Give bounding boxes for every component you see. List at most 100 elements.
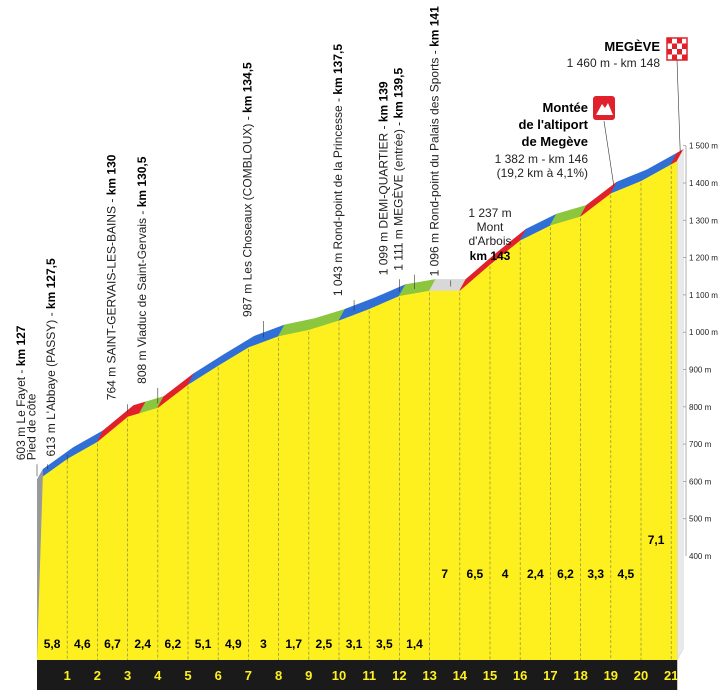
km-label: 4 bbox=[154, 668, 162, 683]
waypoint-label: 1 099 m DEMI-QUARTIER - km 139 bbox=[376, 81, 390, 275]
altitude-tick-label: 700 m bbox=[689, 440, 712, 449]
altitude-tick-label: 400 m bbox=[689, 552, 712, 561]
gradient-label: 3,3 bbox=[587, 567, 604, 581]
waypoint-label: 987 m Les Choseaux (COMBLOUX) - km 134,5 bbox=[241, 62, 255, 317]
km-label: 12 bbox=[392, 668, 406, 683]
flag-check bbox=[682, 54, 687, 60]
km-label: 13 bbox=[422, 668, 436, 683]
altiport-gradient: (19,2 km à 4,1%) bbox=[497, 166, 588, 180]
profile-left-edge bbox=[37, 469, 43, 660]
waypoint-label: 613 m L'Abbaye (PASSY) - km 127,5 bbox=[44, 258, 58, 457]
altitude-tick-label: 1 500 m bbox=[689, 142, 718, 151]
gradient-label: 3 bbox=[260, 637, 267, 651]
waypoint-km: km 139,5 bbox=[392, 67, 406, 118]
km-labels: 1 2 3 4 5 6 7 8 9 10 11 12 13 14 15 16 17 18 19 20 21 bbox=[64, 668, 679, 683]
km-label: 1 bbox=[64, 668, 71, 683]
arbois-line2: Mont bbox=[477, 220, 504, 234]
altitude-tick-label: 900 m bbox=[689, 366, 712, 375]
flag-check bbox=[672, 43, 677, 49]
waypoint-label: 1 096 m Rond-point du Palais des Sports … bbox=[428, 6, 442, 276]
altitude-tick-label: 1 000 m bbox=[689, 328, 718, 337]
waypoint-name: 808 m Viaduc de Saint-Gervais - bbox=[135, 207, 149, 384]
altitude-tick-label: 600 m bbox=[689, 477, 712, 486]
gradient-label: 6,2 bbox=[557, 567, 574, 581]
km-label: 21 bbox=[664, 668, 678, 683]
gradient-label: 2,4 bbox=[134, 637, 151, 651]
gradient-label: 4,6 bbox=[74, 637, 91, 651]
km-label: 19 bbox=[604, 668, 618, 683]
km-label: 6 bbox=[215, 668, 222, 683]
waypoint-label: 764 m SAINT-GERVAIS-LES-BAINS - km 130 bbox=[105, 154, 119, 400]
gradient-label: 6,7 bbox=[104, 637, 121, 651]
flag-check bbox=[667, 49, 672, 55]
gradient-label: 3,1 bbox=[346, 637, 363, 651]
altitude-tick-label: 1 300 m bbox=[689, 216, 718, 225]
km-label: 2 bbox=[94, 668, 101, 683]
gradient-label: 7 bbox=[441, 567, 448, 581]
km-label: 10 bbox=[332, 668, 346, 683]
profile-ridge-group bbox=[36, 148, 684, 661]
waypoint-label: Pied de côte bbox=[25, 393, 39, 460]
altitude-tick-label: 1 200 m bbox=[689, 254, 718, 263]
waypoint-label: 603 m Le Fayet - km 127 bbox=[14, 325, 28, 460]
waypoint-km: km 134,5 bbox=[241, 62, 255, 113]
altiport-title-1: Montée bbox=[543, 100, 589, 115]
gradient-label: 5,1 bbox=[195, 637, 212, 651]
km-label: 9 bbox=[305, 668, 312, 683]
km-label: 18 bbox=[573, 668, 587, 683]
gradient-label: 7,1 bbox=[648, 533, 665, 547]
waypoint-km: km 130 bbox=[105, 154, 119, 195]
waypoint-name: 1 111 m MEGÈVE (entrée) - bbox=[391, 119, 406, 271]
waypoint-label: 1 043 m Rond-point de la Princesse - km … bbox=[331, 44, 345, 296]
gradient-labels: 5,8 4,6 6,7 2,4 6,2 5,1 4,9 3 1,7 2,5 3,1 3,5 1,4 7 6,… bbox=[44, 533, 665, 651]
mountain-icon bbox=[596, 103, 613, 115]
waypoint-km: km 127 bbox=[14, 325, 28, 366]
waypoint-name: 613 m L'Abbaye (PASSY) - bbox=[44, 309, 58, 456]
flag-check bbox=[667, 38, 672, 44]
gradient-label: 3,5 bbox=[376, 637, 393, 651]
waypoint-km: km 130,5 bbox=[135, 156, 149, 207]
waypoint-name: 603 m Le Fayet - bbox=[14, 366, 28, 460]
flag-check bbox=[682, 43, 687, 49]
altiport-detail: 1 382 m - km 146 bbox=[495, 152, 589, 166]
waypoint-km: km 141 bbox=[428, 6, 442, 47]
flag-check bbox=[672, 54, 677, 60]
km-label: 16 bbox=[513, 668, 527, 683]
waypoint-km: km 137,5 bbox=[331, 44, 345, 95]
km-gridlines bbox=[66, 165, 672, 660]
finish-leader bbox=[676, 59, 681, 153]
km-label: 8 bbox=[275, 668, 282, 683]
arbois-altitude: 1 237 m bbox=[468, 206, 511, 220]
km-label: 5 bbox=[184, 668, 191, 683]
km-label: 15 bbox=[483, 668, 497, 683]
altiport-title-3: de Megève bbox=[522, 134, 588, 149]
waypoint-label: 1 111 m MEGÈVE (entrée) - km 139,5 bbox=[391, 67, 406, 270]
km-label: 17 bbox=[543, 668, 557, 683]
km-label: 11 bbox=[362, 668, 376, 683]
altitude-axis: 500 m 600 m 700 m 800 m 900 m 1 000 m 1 100 m 1… bbox=[683, 142, 718, 561]
waypoint-name: 987 m Les Choseaux (COMBLOUX) - bbox=[241, 113, 255, 317]
altitude-tick-label: 1 400 m bbox=[689, 179, 718, 188]
waypoint-name: 1 096 m Rond-point du Palais des Sports … bbox=[428, 47, 442, 276]
km-label: 3 bbox=[124, 668, 131, 683]
altitude-tick-label: 500 m bbox=[689, 515, 712, 524]
altitude-tick-label: 800 m bbox=[689, 403, 712, 412]
flag-check bbox=[677, 49, 682, 55]
gradient-label: 1,7 bbox=[285, 637, 302, 651]
gradient-label: 4,9 bbox=[225, 637, 242, 651]
waypoint-name: 1 099 m DEMI-QUARTIER - bbox=[376, 122, 390, 275]
arbois-line3: d'Arbois bbox=[469, 234, 512, 248]
gradient-label: 2,4 bbox=[527, 567, 544, 581]
km-label: 14 bbox=[453, 668, 468, 683]
gradient-label: 1,4 bbox=[406, 637, 423, 651]
flag-check bbox=[677, 38, 682, 44]
gradient-label: 6,2 bbox=[165, 637, 182, 651]
waypoint-name: 764 m SAINT-GERVAIS-LES-BAINS - bbox=[105, 195, 119, 400]
profile-right-side bbox=[676, 149, 684, 661]
profile-area-group bbox=[37, 160, 678, 690]
waypoint-name: Pied de côte bbox=[25, 393, 39, 460]
arbois-km: km 143 bbox=[470, 249, 511, 263]
